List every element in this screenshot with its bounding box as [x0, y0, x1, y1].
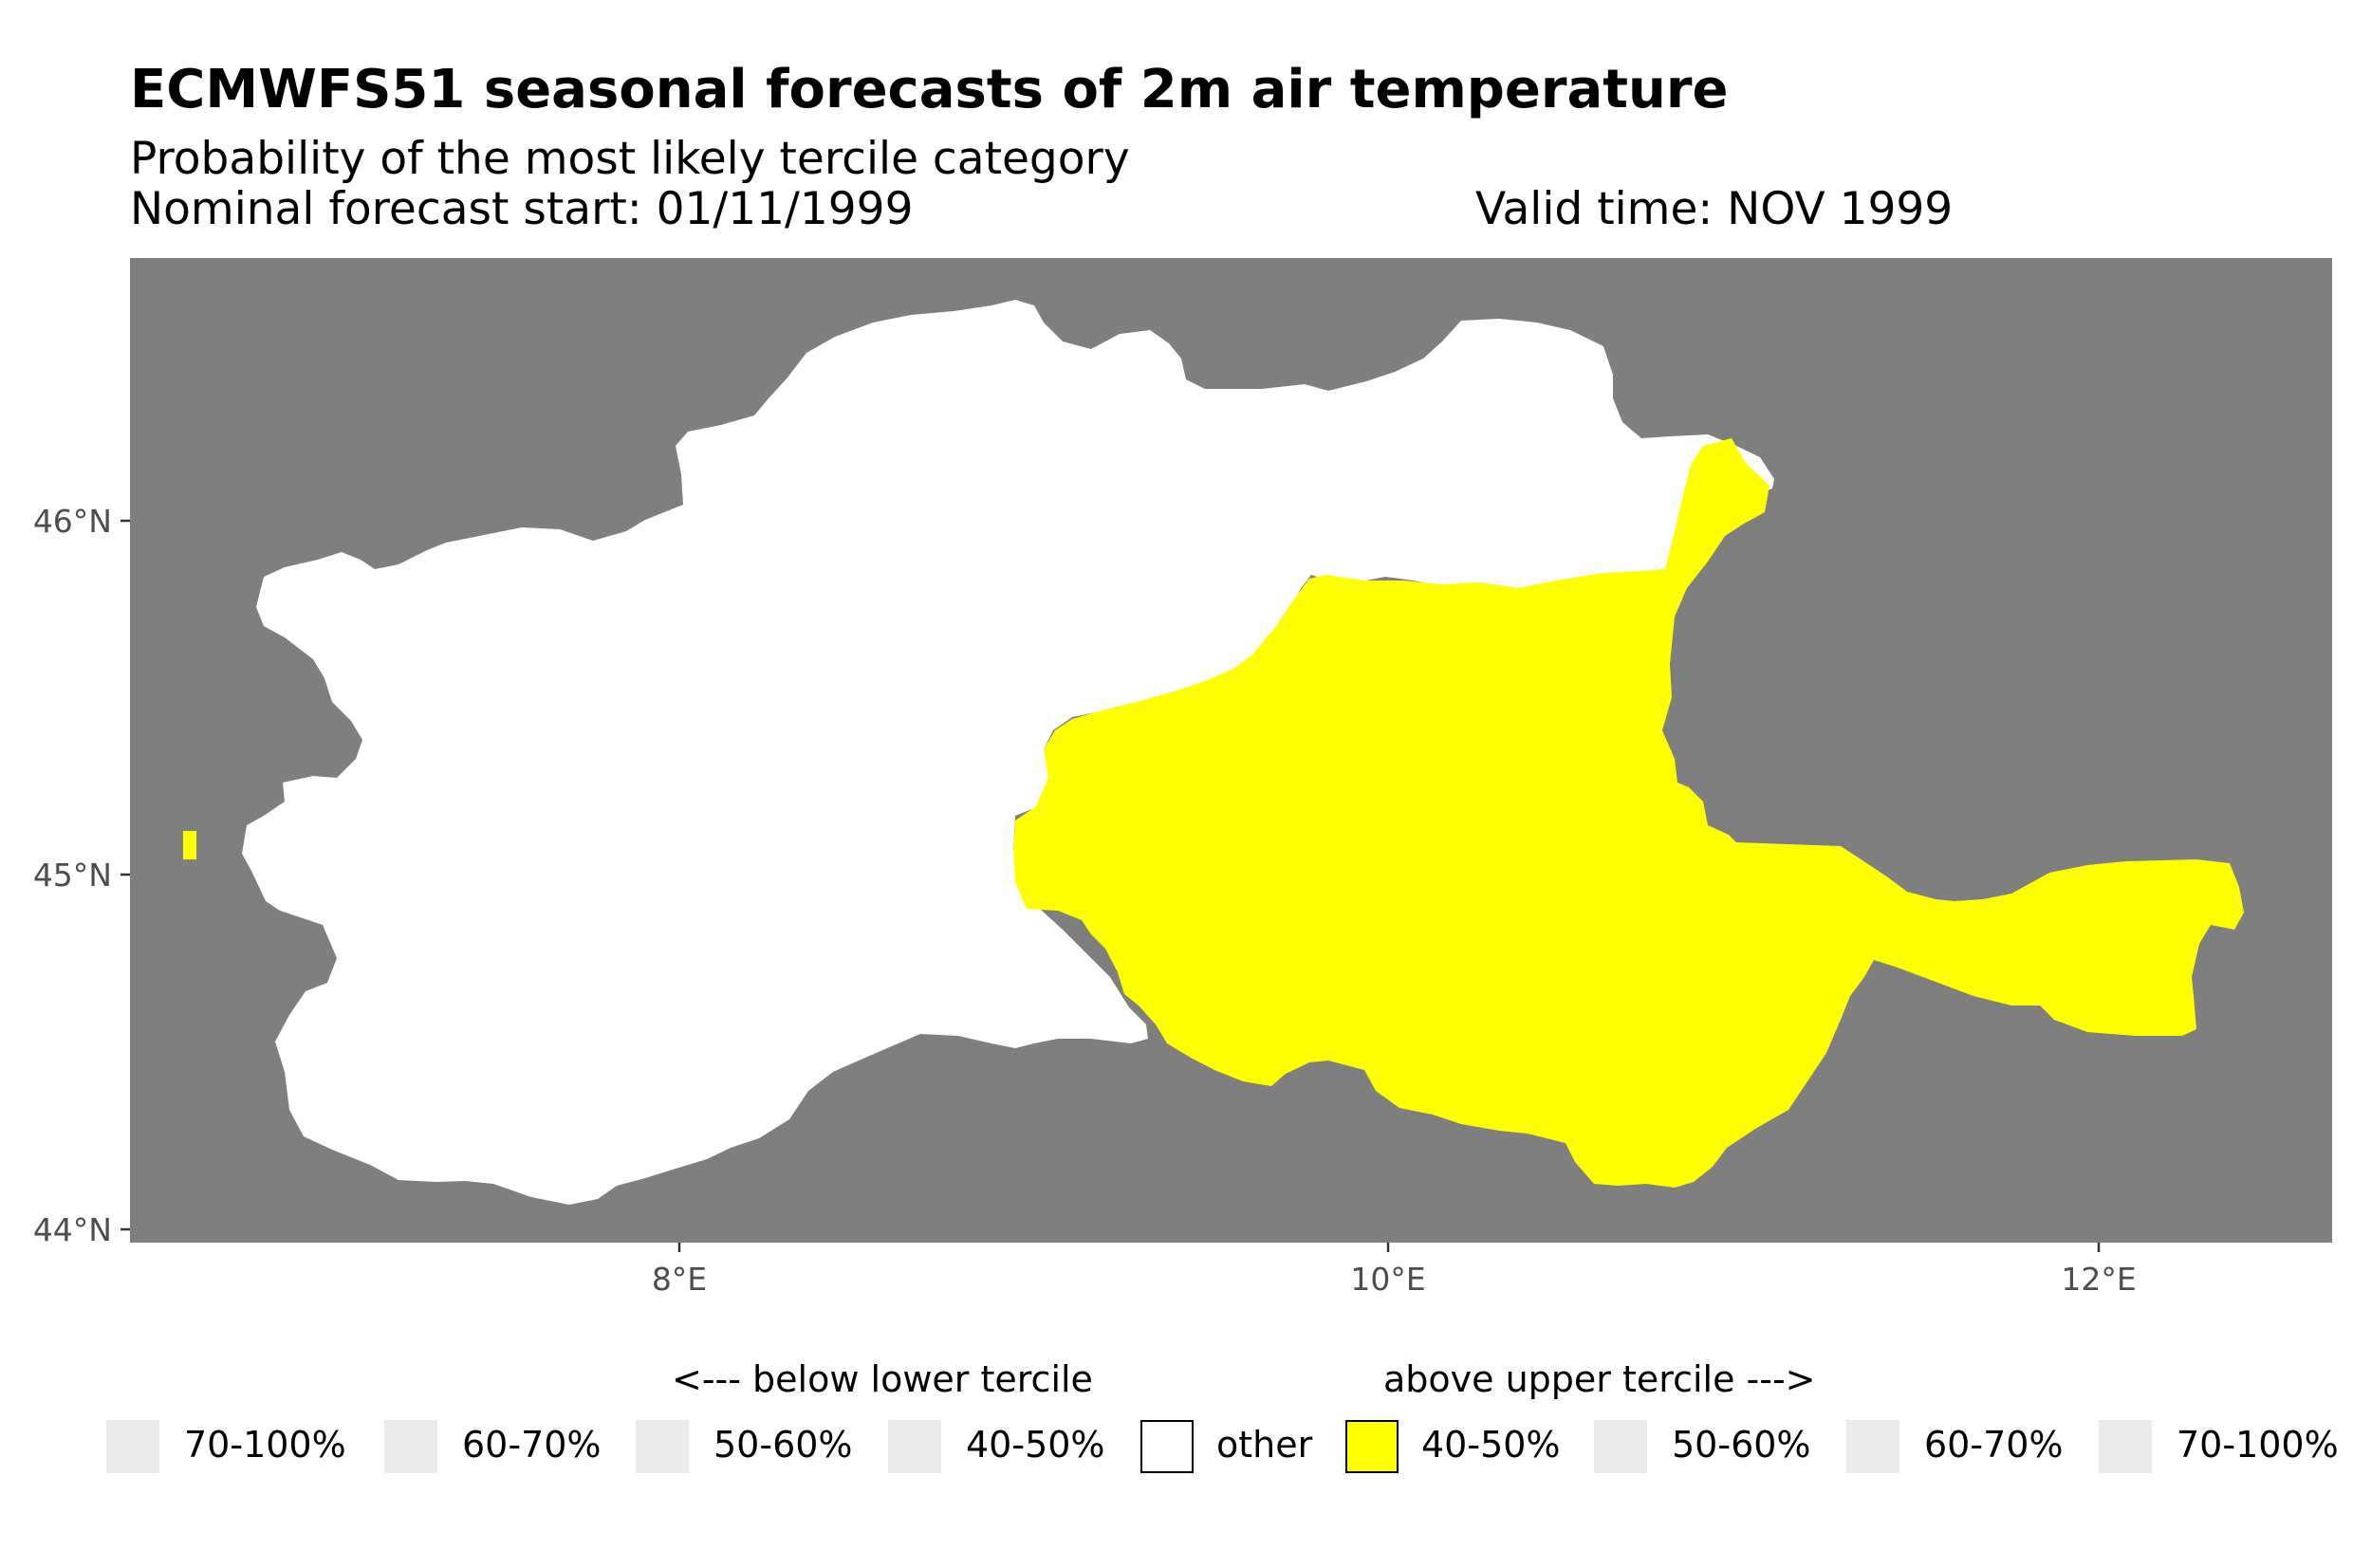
y-tick-label-46: 46°N	[33, 503, 112, 540]
legend-heading-below: <--- below lower tercile	[672, 1358, 1093, 1400]
map-title: ECMWFS51 seasonal forecasts of 2m air te…	[130, 59, 1729, 120]
legend-key-above-50-60	[1594, 1420, 1647, 1473]
y-tick-label-44: 44°N	[33, 1211, 112, 1248]
legend-key-below-40-50	[888, 1420, 941, 1473]
legend-label-above-50-60: 50-60%	[1672, 1424, 1811, 1466]
legend-key-above-40-50	[1345, 1420, 1399, 1473]
legend-label-below-60-70: 60-70%	[462, 1424, 602, 1466]
legend-heading-above: above upper tercile --->	[1383, 1358, 1816, 1400]
legend-key-other	[1140, 1420, 1194, 1473]
region-other	[242, 300, 1774, 1205]
valid-time-label: Valid time: NOV 1999	[1475, 183, 1954, 235]
x-tick-label-10: 10°E	[1350, 1261, 1425, 1298]
legend-label-other: other	[1216, 1424, 1313, 1466]
region-above-40-50-west	[183, 831, 196, 859]
map-subtitle: Probability of the most likely tercile c…	[130, 133, 1130, 185]
forecast-start-label: Nominal forecast start: 01/11/1999	[130, 183, 914, 235]
legend-key-below-60-70	[384, 1420, 437, 1473]
legend-key-below-50-60	[636, 1420, 689, 1473]
legend-label-below-50-60: 50-60%	[713, 1424, 853, 1466]
axis-ticks	[120, 519, 2101, 1252]
legend-label-above-70-100: 70-100%	[2177, 1424, 2339, 1466]
legend: 70-100% 60-70% 50-60% 40-50% other 40-50…	[106, 1420, 2353, 1477]
legend-key-above-70-100	[2099, 1420, 2152, 1473]
x-tick-label-8: 8°E	[652, 1261, 707, 1298]
x-tick-label-12: 12°E	[2061, 1261, 2136, 1298]
y-tick-label-45: 45°N	[33, 857, 112, 894]
legend-key-above-60-70	[1846, 1420, 1899, 1473]
legend-label-below-70-100: 70-100%	[184, 1424, 346, 1466]
region-above-40-50	[1013, 438, 2244, 1188]
legend-label-above-40-50: 40-50%	[1421, 1424, 1561, 1466]
legend-key-below-70-100	[106, 1420, 159, 1473]
legend-label-below-40-50: 40-50%	[966, 1424, 1105, 1466]
legend-label-above-60-70: 60-70%	[1924, 1424, 2064, 1466]
